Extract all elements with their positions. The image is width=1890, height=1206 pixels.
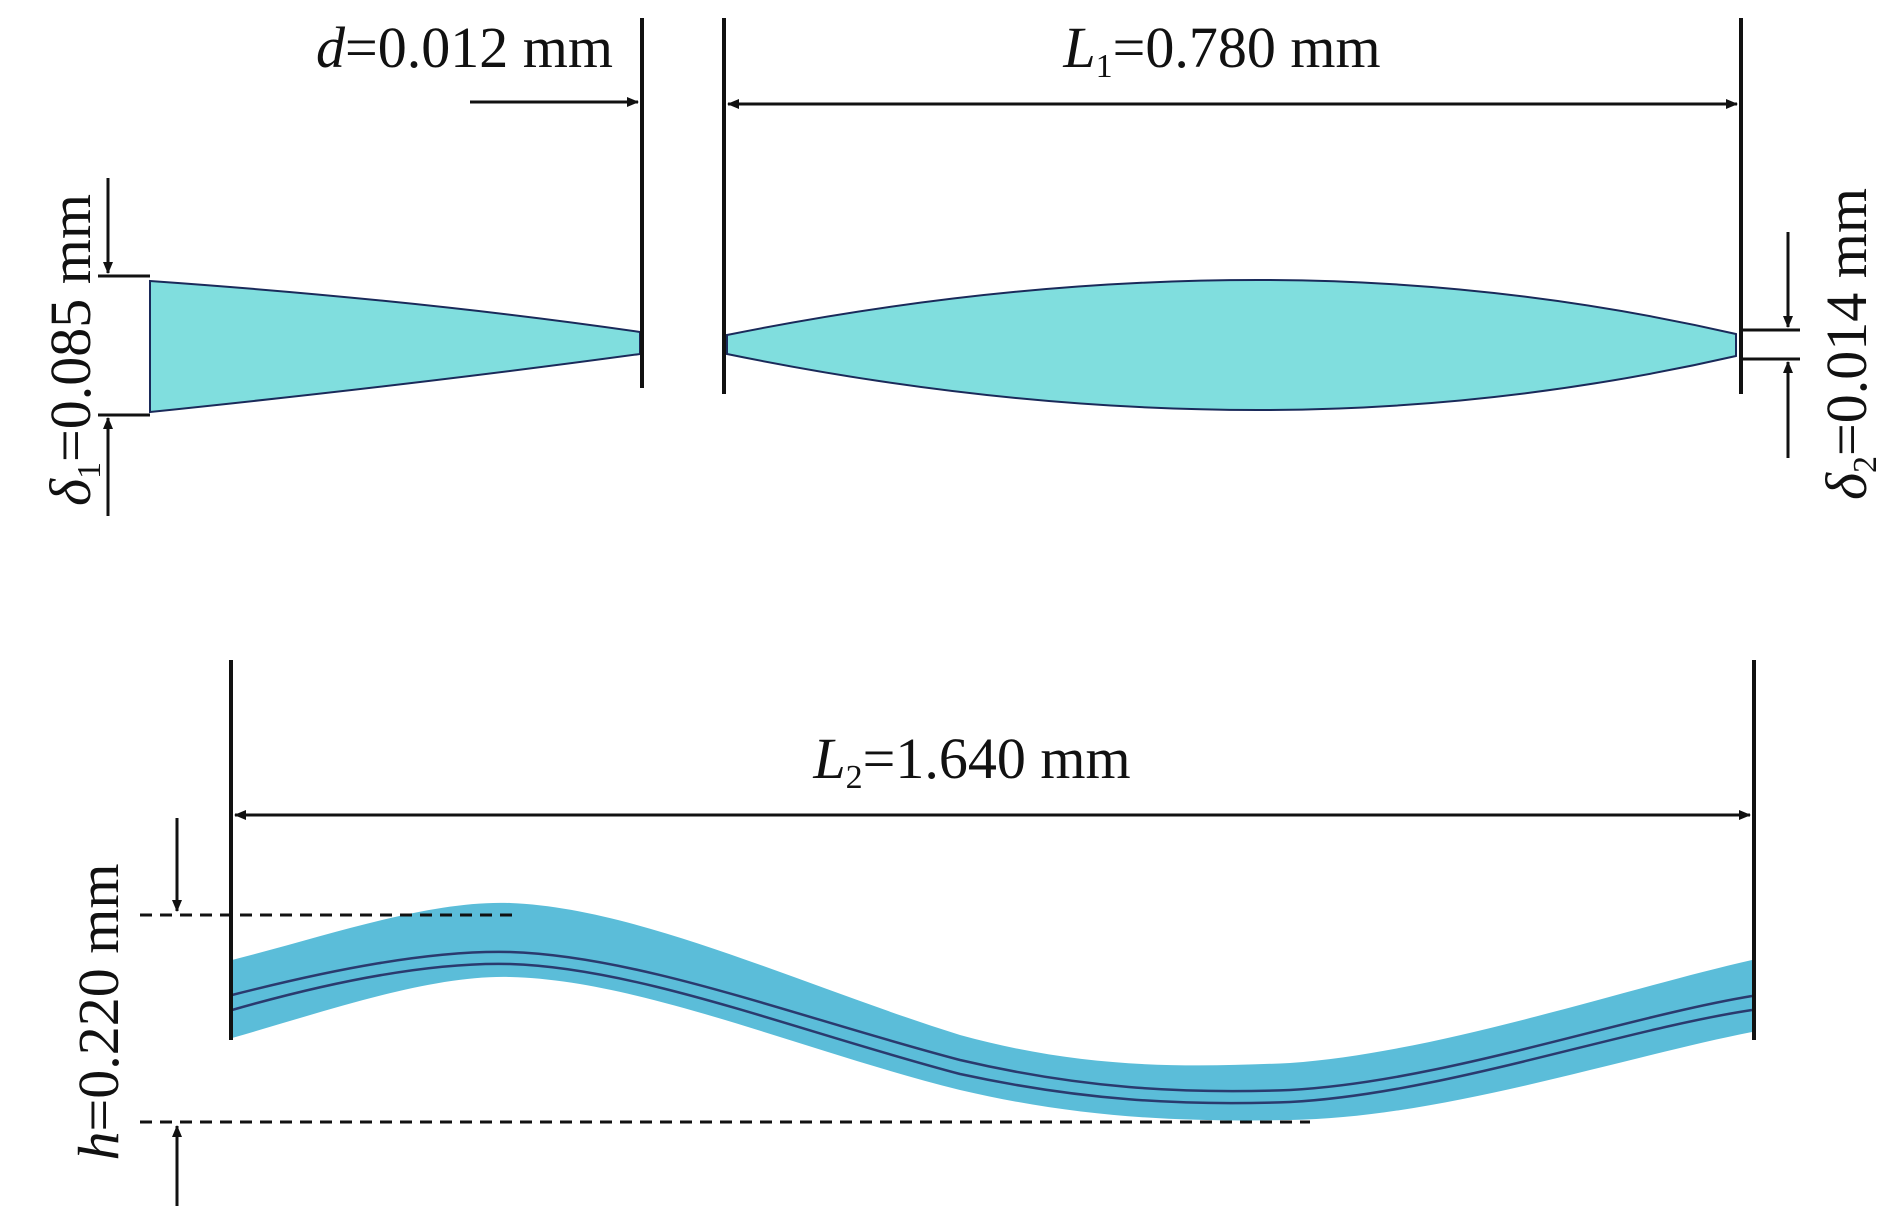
right-lens-fin [726, 278, 1737, 412]
length2-label: L2=1.640 mm [812, 726, 1130, 796]
bottom-diagram: L2=1.640 mm h=0.220 mm [66, 660, 1756, 1206]
height-label: h=0.220 mm [66, 864, 131, 1161]
length1-label: L1=0.780 mm [1062, 15, 1380, 85]
top-diagram: d=0.012 mm L1=0.780 mm δ1=0.085 mm δ2=0.… [38, 15, 1884, 516]
left-half-fin [149, 279, 641, 414]
wavy-centerline-lower [231, 962, 1753, 1105]
wavy-centerline-upper [231, 950, 1753, 1093]
delta2-label: δ2=0.014 mm [1814, 188, 1884, 500]
gap-label: d=0.012 mm [316, 15, 613, 80]
delta1-label: δ1=0.085 mm [38, 194, 108, 506]
wavy-fin [232, 902, 1752, 1121]
